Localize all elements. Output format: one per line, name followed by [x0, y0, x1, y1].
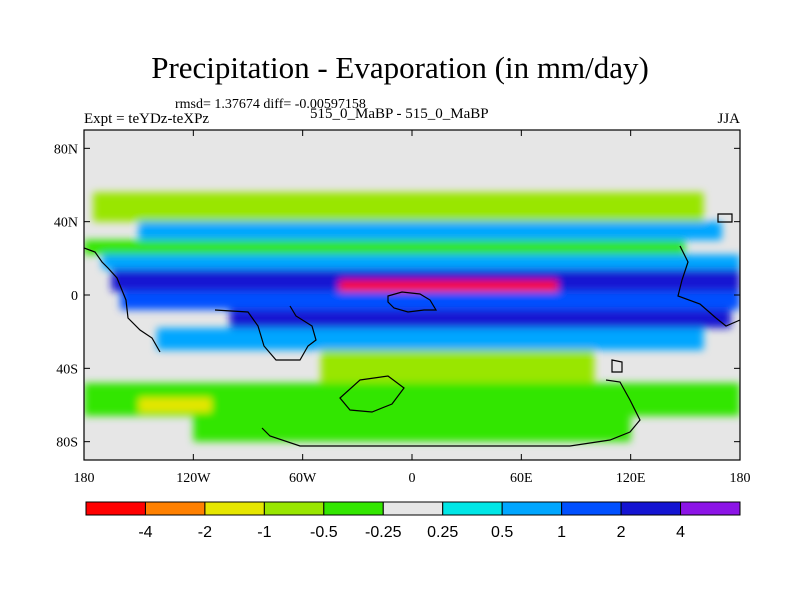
- colorbar-label-1: -2: [198, 524, 212, 541]
- precip-field: [84, 192, 740, 442]
- x-axis: 180 120W 60W 0 60E 120E 180: [74, 130, 751, 486]
- field-band-1: [138, 221, 722, 240]
- colorbar-swatch-5: [382, 501, 444, 516]
- y-tick-label-2: 0: [71, 289, 78, 304]
- field-band-8: [156, 328, 704, 350]
- y-tick-label-4: 80S: [56, 436, 78, 451]
- colorbar-swatch-2: [204, 501, 265, 516]
- coastline-antarctic-peninsula: [339, 375, 405, 413]
- colorbar-swatch-4: [323, 501, 384, 516]
- colorbar-label-8: 2: [617, 524, 626, 541]
- field-band-2: [84, 240, 686, 255]
- field-band-12: [193, 416, 631, 442]
- colorbar-label-4: -0.25: [365, 524, 402, 541]
- colorbar-label-0: -4: [138, 524, 152, 541]
- chart-title: Precipitation - Evaporation (in mm/day): [151, 50, 649, 85]
- y-tick-label-1: 40N: [54, 216, 78, 231]
- y-tick-label-3: 40S: [56, 362, 78, 377]
- colorbar-swatch-10: [680, 501, 741, 516]
- season-label: JJA: [717, 111, 740, 127]
- field-band-7: [229, 309, 731, 328]
- colorbar-swatch-9: [620, 501, 682, 516]
- field-band-3: [102, 254, 740, 270]
- experiment-label: Expt = teYDz-teXPz: [84, 111, 210, 127]
- field-band-9: [320, 350, 595, 383]
- colorbar-swatch-1: [144, 501, 206, 516]
- colorbar-swatch-0: [85, 501, 146, 516]
- x-tick-label-1: 120W: [176, 471, 211, 486]
- x-tick-label-0: 180: [74, 471, 95, 486]
- field-band-0: [93, 192, 704, 222]
- coastline-africa: [387, 291, 438, 313]
- coastline-south-america: [214, 305, 317, 361]
- colorbar-swatch-7: [501, 501, 563, 516]
- x-tick-label-4: 60E: [510, 471, 533, 486]
- x-tick-label-6: 180: [730, 471, 751, 486]
- y-tick-label-0: 80N: [54, 142, 78, 157]
- x-tick-label-3: 0: [409, 471, 416, 486]
- colorbar-label-5: 0.25: [427, 524, 458, 541]
- case-label: 515_0_MaBP - 515_0_MaBP: [310, 106, 489, 122]
- coastline-maritime: [611, 359, 623, 373]
- colorbar-label-3: -0.5: [310, 524, 338, 541]
- colorbar-swatch-8: [561, 501, 622, 516]
- colorbar-label-2: -1: [257, 524, 271, 541]
- colorbar-label-6: 0.5: [491, 524, 513, 541]
- x-tick-label-5: 120E: [616, 471, 646, 486]
- coastline-north-pacific: [717, 213, 733, 223]
- colorbar-swatch-6: [442, 501, 503, 516]
- coastline-east-asia: [677, 245, 740, 327]
- colorbar: -4 -2 -1 -0.5 -0.25 0.25 0.5 1 2 4: [85, 501, 741, 541]
- field-band-11: [138, 397, 212, 413]
- x-tick-label-2: 60W: [289, 471, 317, 486]
- coastline-north-america: [84, 247, 161, 353]
- colorbar-label-9: 4: [676, 524, 685, 541]
- colorbar-label-7: 1: [557, 524, 566, 541]
- stats-text: rmsd= 1.37674 diff= -0.00597158: [175, 97, 366, 112]
- y-axis: 80N 40N 0 40S 80S: [54, 142, 740, 451]
- coastline-overlay: [84, 213, 740, 447]
- coastline-australia: [261, 379, 641, 447]
- colorbar-swatch-3: [263, 501, 325, 516]
